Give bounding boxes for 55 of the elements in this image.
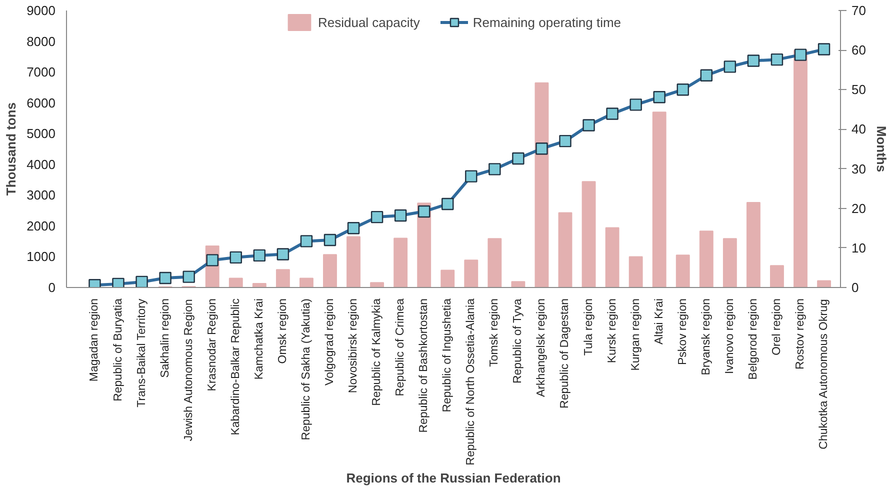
x-tick-label: Tula region (582, 298, 595, 356)
x-tick-label: Belgorod region (747, 298, 760, 380)
x-tick-label: Republic of North Ossetia-Alania (465, 298, 478, 466)
y-tick-label: 8000 (26, 34, 56, 49)
x-tick-label: Tomsk region (488, 298, 501, 367)
x-tick-label: Kabardino-Balkar Republic (230, 298, 242, 436)
x-tick-label: Volgograd region (324, 298, 336, 386)
y-tick-label: 4000 (26, 156, 56, 172)
x-tick-label: Republic of Ingushetia (442, 298, 454, 412)
x-tick-label: Republic of Buryatia (112, 298, 124, 402)
y-tick-label: 3000 (26, 188, 56, 203)
x-tick-label: Republic of Kalmykia (371, 298, 384, 406)
x-axis-title: Regions of the Russian Federation (346, 470, 561, 486)
y-axis-title: Thousand tons (4, 102, 19, 196)
x-tick-label: Republic of Sakha (Yakutia) (300, 298, 312, 440)
x-tick-label: Pskov region (676, 298, 689, 365)
x-tick-label: Novosibirsk region (348, 298, 360, 394)
x-tick-label: Rostov region (794, 298, 807, 370)
y2-tick-label: 10 (852, 240, 866, 256)
x-tick-label: Republic of Dagestan (559, 298, 572, 408)
x-tick-label: Sakhalin region (159, 298, 172, 378)
x-tick-label: Kurgan region (630, 298, 642, 371)
y-tick-label: 1000 (26, 249, 56, 264)
x-tick-label: Kamchatka Krai (253, 298, 266, 380)
y2-tick-label: 40 (852, 122, 866, 137)
x-tick-label: Ivanovo region (724, 298, 736, 374)
x-tick-label: Trans-Baikal Territory (136, 298, 148, 408)
legend-label: Residual capacity (318, 14, 420, 30)
x-tick-label: Republic of Crimea (394, 298, 407, 396)
y-tick-label: 7000 (26, 64, 56, 80)
x-tick-label: Omsk region (276, 298, 289, 364)
x-tick-label: Republic of Tyva (512, 298, 524, 384)
x-tick-label: Kursk region (606, 298, 618, 364)
y-tick-label: 0 (48, 280, 56, 295)
x-tick-label: Bryansk region (700, 298, 712, 376)
y2-tick-label: 30 (852, 161, 866, 176)
x-tick-label: Arkhangelsk region (536, 298, 548, 397)
y2-axis-title: Months (874, 126, 889, 172)
x-tick-label: Jewish Autonomous Region (182, 299, 195, 442)
y2-tick-label: 20 (852, 200, 866, 216)
y2-tick-label: 70 (852, 3, 866, 18)
legend-label: Remaining operating time (472, 14, 622, 30)
y2-tick-label: 50 (852, 82, 866, 98)
x-tick-label: Orel region (770, 298, 783, 356)
y-tick-label: 5000 (26, 126, 56, 142)
y-tick-label: 6000 (26, 95, 56, 110)
x-tick-label: Republic of Bashkortostan (418, 298, 430, 433)
y-tick-label: 9000 (26, 3, 56, 18)
y2-tick-label: 0 (852, 280, 859, 295)
y2-tick-label: 60 (852, 42, 866, 58)
x-tick-label: Altai Krai (653, 298, 666, 345)
x-tick-label: Chukotka Autonomous Okrug (818, 299, 830, 450)
y-tick-label: 2000 (26, 218, 56, 234)
x-tick-label: Krasnodar Region (206, 298, 218, 392)
x-tick-label: Magadan region (88, 298, 101, 382)
